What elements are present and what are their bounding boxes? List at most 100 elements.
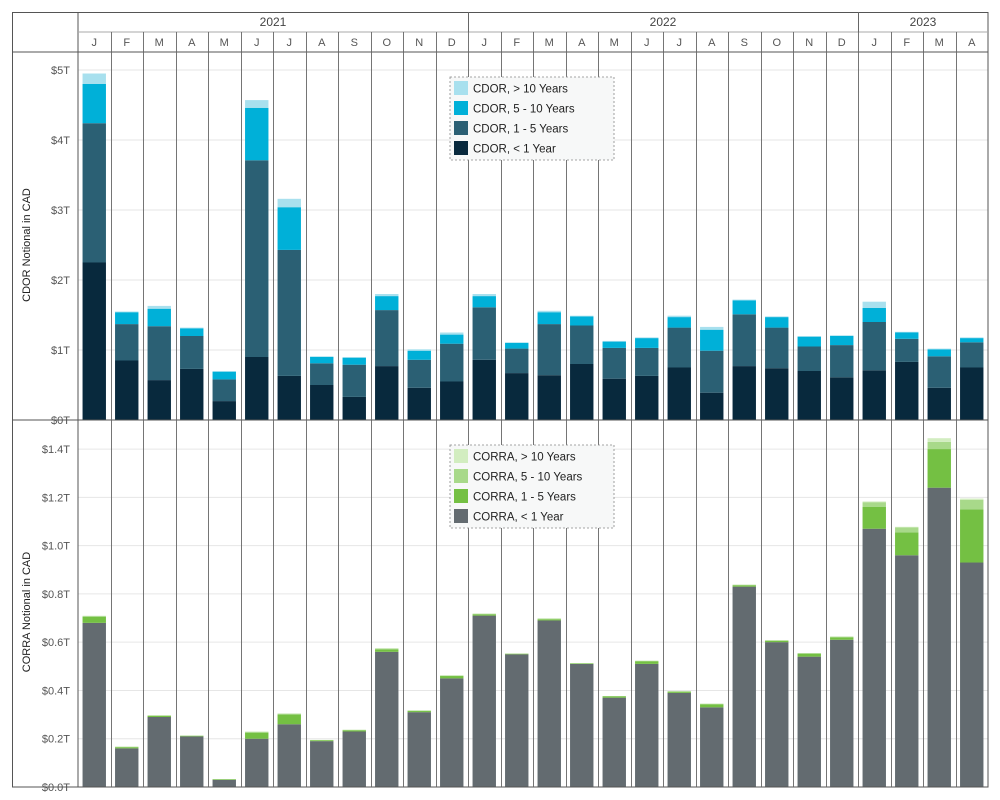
month-header: M	[935, 37, 944, 49]
bar-segment	[212, 401, 236, 420]
bar-segment	[537, 310, 561, 313]
bar-segment	[960, 562, 984, 787]
bar-segment	[342, 396, 366, 420]
bar-segment	[765, 327, 789, 369]
bar-segment	[927, 487, 951, 787]
bar-segment	[147, 715, 171, 717]
bar-segment	[830, 335, 854, 336]
legend-label: CORRA, > 10 Years	[473, 452, 576, 464]
legend-swatch	[454, 489, 468, 503]
bar-segment	[472, 614, 496, 616]
bar-segment	[537, 312, 561, 325]
bar-segment	[212, 371, 236, 380]
bar-segment	[895, 332, 919, 339]
legend-box	[449, 76, 615, 161]
bar-segment	[375, 310, 399, 367]
bar-segment	[407, 712, 431, 787]
bar-segment	[960, 509, 984, 563]
bar-segment	[180, 736, 204, 787]
bar-segment	[440, 381, 464, 420]
bar-segment	[797, 336, 821, 347]
bar-segment	[667, 692, 691, 787]
bar-segment	[700, 392, 724, 420]
bar-segment	[277, 198, 301, 208]
bar-segment	[147, 715, 171, 716]
bar-segment	[830, 336, 854, 346]
bar-segment	[407, 387, 431, 420]
bar-segment	[602, 697, 626, 787]
legend-box	[449, 444, 615, 529]
bar-segment	[375, 648, 399, 650]
bar-segment	[82, 615, 106, 617]
bar-segment	[82, 123, 106, 263]
bar-segment	[732, 299, 756, 301]
bar-segment	[147, 308, 171, 327]
y-tick-label: $0.6T	[42, 637, 70, 649]
bar-segment	[342, 730, 366, 732]
bar-segment	[602, 347, 626, 379]
bar-segment	[732, 586, 756, 787]
bar-segment	[700, 704, 724, 708]
legend-swatch	[454, 101, 468, 115]
y-tick-label: $0.0T	[42, 782, 70, 794]
bar-segment	[472, 615, 496, 787]
bar-segment	[927, 441, 951, 450]
bar-segment	[212, 379, 236, 402]
bar-segment	[602, 341, 626, 348]
bar-segment	[342, 357, 366, 358]
bar-segment	[830, 345, 854, 378]
bar-segment	[310, 739, 334, 741]
y-tick-label: $0T	[51, 415, 70, 427]
bar-segment	[570, 325, 594, 364]
bar-segment	[927, 349, 951, 357]
month-header: M	[220, 37, 229, 49]
chart-border	[12, 12, 989, 788]
month-header: F	[513, 37, 520, 49]
bar-segment	[732, 314, 756, 367]
bar-segment	[245, 160, 269, 357]
bar-segment	[732, 300, 756, 315]
month-header: D	[448, 37, 456, 49]
bar-segment	[245, 107, 269, 161]
month-header: J	[482, 37, 488, 49]
bar-segment	[440, 675, 464, 677]
bar-segment	[862, 501, 886, 503]
bar-segment	[212, 371, 236, 372]
legend-swatch	[454, 141, 468, 155]
bar-segment	[147, 305, 171, 309]
bar-segment	[115, 311, 139, 313]
legend-label: CORRA, < 1 Year	[473, 512, 564, 524]
bar-segment	[82, 84, 106, 124]
bar-segment	[407, 359, 431, 388]
bar-segment	[277, 724, 301, 787]
bar-segment	[862, 308, 886, 322]
bar-segment	[927, 449, 951, 488]
legend-swatch	[454, 121, 468, 135]
bar-segment	[667, 367, 691, 420]
month-header: F	[123, 37, 130, 49]
legend-label: CDOR, 1 - 5 Years	[473, 124, 568, 136]
bar-segment	[700, 350, 724, 393]
month-header: O	[772, 37, 781, 49]
bar-segment	[797, 371, 821, 420]
legend-swatch	[454, 81, 468, 95]
bar-segment	[862, 507, 886, 529]
bar-segment	[700, 707, 724, 787]
bar-segment	[115, 747, 139, 749]
bar-segment	[797, 656, 821, 787]
month-header: M	[545, 37, 554, 49]
bar-segment	[927, 438, 951, 442]
month-header: M	[155, 37, 164, 49]
bar-segment	[82, 622, 106, 787]
bar-segment	[310, 356, 334, 357]
bar-segment	[342, 357, 366, 365]
bar-segment	[375, 649, 399, 652]
bar-segment	[537, 375, 561, 420]
bar-segment	[895, 527, 919, 533]
y-tick-label: $2T	[51, 275, 70, 287]
bar-segment	[602, 696, 626, 697]
y-tick-label: $0.4T	[42, 685, 70, 697]
bar-segment	[245, 731, 269, 733]
bar-segment	[667, 691, 691, 693]
bar-segment	[115, 748, 139, 787]
